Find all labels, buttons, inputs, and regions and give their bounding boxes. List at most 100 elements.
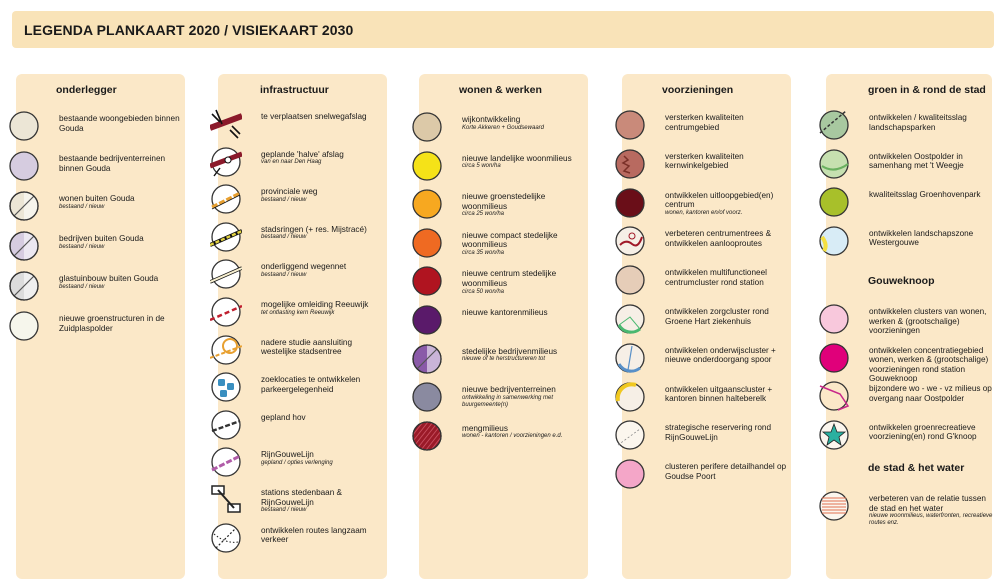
legend-label: nadere studie aansluiting westelijke sta… [261,337,353,357]
circle-water-lines-swatch-icon [818,490,850,522]
legend-label: versterken kwaliteiten kernwinkelgebied [665,151,744,171]
circle-lightgreen-swatch-icon [818,148,850,180]
legend-label: stadsringen (+ res. Mijstracé) [261,224,367,234]
legend-label: nieuwe landelijke woonmilieus [462,153,572,163]
local-road-icon [210,258,242,290]
light-rail-icon [210,446,242,478]
circle-beige-swatch-icon [8,110,40,142]
legend-label: glastuinbouw buiten Gouda [59,274,159,283]
column-onderlegger: onderlegger bestaande woongebieden binne… [9,74,185,579]
legend-sublabel: wonen, kantoren en/of voorz. [665,209,743,216]
circle-swatch-icon [411,381,443,413]
legend-label: RijnGouweLijn [261,450,314,460]
circle-swatch-icon [818,303,850,335]
city-ring-icon [210,221,242,253]
legend-sublabel: ontwikkeling in samenwerking met buurgem… [462,394,554,408]
legend-label: ontwikkelen Oostpolder in samenhang met … [869,151,964,171]
circle-swatch-icon [614,109,646,141]
circle-outline-swatch-icon [614,419,646,451]
circle-swatch-icon [411,150,443,182]
circle-yellow-arc-swatch-icon [614,381,646,413]
circle-swatch-icon [411,227,443,259]
column-heading: voorzieningen [662,84,734,96]
legend-sublabel: wonen - kantoren / voorzieningen e.d. [462,433,563,440]
legend-sublabel: bestaand / nieuw [261,507,307,514]
column-voorzieningen: voorzieningen versterken kwaliteiten cen… [615,74,791,579]
legend-label: strategische reservering rond RijnGouweL… [665,423,772,442]
circle-lilac-swatch-icon [8,150,40,182]
legend-label: nieuwe groenstructuren in de Zuidplaspol… [59,314,165,333]
legend-sublabel: bestaand / nieuw [261,196,307,203]
legend-label: zoeklocaties te ontwikkelen parkeergeleg… [261,375,361,394]
circle-grey-split-swatch-icon [8,270,40,302]
legend-label: bestaande bedrijventerreinen binnen Goud… [59,154,166,173]
legend-label: onderliggend wegennet [261,262,347,272]
legend-label: geplande 'halve' afslag [261,149,344,159]
legend-label: verbeteren van de relatie tussen de stad… [869,494,986,513]
legend-label: nieuwe bedrijventerreinen [462,385,556,395]
sub-heading-gouweknoop: Gouweknoop [868,275,935,287]
legend-sublabel: van en naar Den Haag [261,159,322,166]
circle-beige-split-swatch-icon [8,190,40,222]
circle-swatch-icon [411,111,443,143]
circle-split-swatch-icon [411,343,443,375]
legend-sublabel: gepland / opties verlenging [261,459,333,466]
legend-label: ontwikkelen zorgcluster rond Groene Hart… [665,307,769,326]
legend-sublabel: circa 35 won/ha [462,249,505,256]
legend-sublabel: bestaand / nieuw [59,243,105,250]
legend-label: ontwikkelen concentratiegebied wonen, we… [869,345,989,384]
circle-swatch-icon [614,458,646,490]
legend-label: stations stedenbaan & RijnGouweLijn [261,488,343,507]
legend-label: te verplaatsen snelwegafslag [261,112,367,121]
legend-label: nieuwe kantorenmilieus [462,308,548,317]
legend-label: mogelijke omleiding Reeuwijk [261,300,369,309]
transit-icon [210,409,242,441]
legend-label: wijkontwikkeling [462,115,521,124]
column-wonen-werken: wonen & werken wijkontwikkeling Korte Akk… [412,74,588,579]
circle-swatch-icon [411,304,443,336]
circle-blue-yellow-swatch-icon [818,225,850,257]
legend-label: nieuwe centrum stedelijke woonmilieus [462,269,557,288]
legend-label: nieuwe compact stedelijke woonmilieus [462,230,558,250]
legend-sublabel: Korte Akkeren + Goudsewaard [462,124,544,131]
circle-magenta-outline-swatch-icon [818,380,850,412]
circle-green-arc-swatch-icon [614,303,646,335]
legend-label: versterken kwaliteiten centrumgebied [665,113,744,132]
legend-label: ontwikkelen landschapszone Westergouwe [869,228,974,248]
circle-rough-swatch-icon [614,148,646,180]
circle-star-swatch-icon [818,419,850,451]
column-heading: groen in & rond de stad [868,84,986,96]
legend-label: stedelijke bedrijvenmilieus [462,346,558,356]
legend-label: ontwikkelen routes langzaam verkeer [261,525,367,545]
legend-label: provinciale weg [261,187,318,197]
slow-traffic-icon [210,522,242,554]
detour-icon [210,296,242,328]
column-groen: groen in & rond de stad ontwikkelen / kw… [819,74,992,579]
legend-sublabel: bestaand / nieuw [261,271,307,278]
study-connection-icon [210,334,242,366]
circle-swatch-icon [411,265,443,297]
legend-sublabel: tet ontlasting kern Reeuwijk [261,309,335,316]
legend-label: ontwikkelen clusters van wonen, werken &… [869,307,987,336]
provincial-road-icon [210,183,242,215]
legend-sublabel: bestaand / nieuw [59,283,105,290]
legend-label: ontwikkelen multifunctioneel centrumclus… [665,268,767,287]
legend-label: bestaande woongebieden binnen Gouda [59,114,180,133]
legend-label: ontwikkelen / kwaliteitsslag landschapsp… [869,113,967,132]
legend-label: ontwikkelen onderwijscluster + nieuwe on… [665,345,776,365]
parking-icon [210,371,242,403]
legend-label: nieuwe groenstedelijke woonmilieus [462,192,546,211]
legend-label: verbeteren centrumentrees & ontwikkelen … [665,229,772,248]
circle-swatch-icon [818,186,850,218]
legend-label: wonen buiten Gouda [59,194,135,203]
title-bar: LEGENDA PLANKAART 2020 / VISIEKAART 2030 [12,11,994,48]
legend-label: bijzondere wo - we - vz milieus op overg… [869,384,992,403]
circle-swatch-icon [818,342,850,374]
legend-label: ontwikkelen uitgaanscluster + kantoren b… [665,384,773,404]
column-heading: infrastructuur [260,84,329,96]
circle-hatched-swatch-icon [411,420,443,452]
legend-label: clusteren perifere detailhandel op Gouds… [665,462,787,481]
legend-sublabel: nieuwe of te herstructureren tot [462,356,546,363]
legend-label: mengmilieus [462,423,508,433]
legend-sublabel: circa 25 won/ha [462,211,505,218]
